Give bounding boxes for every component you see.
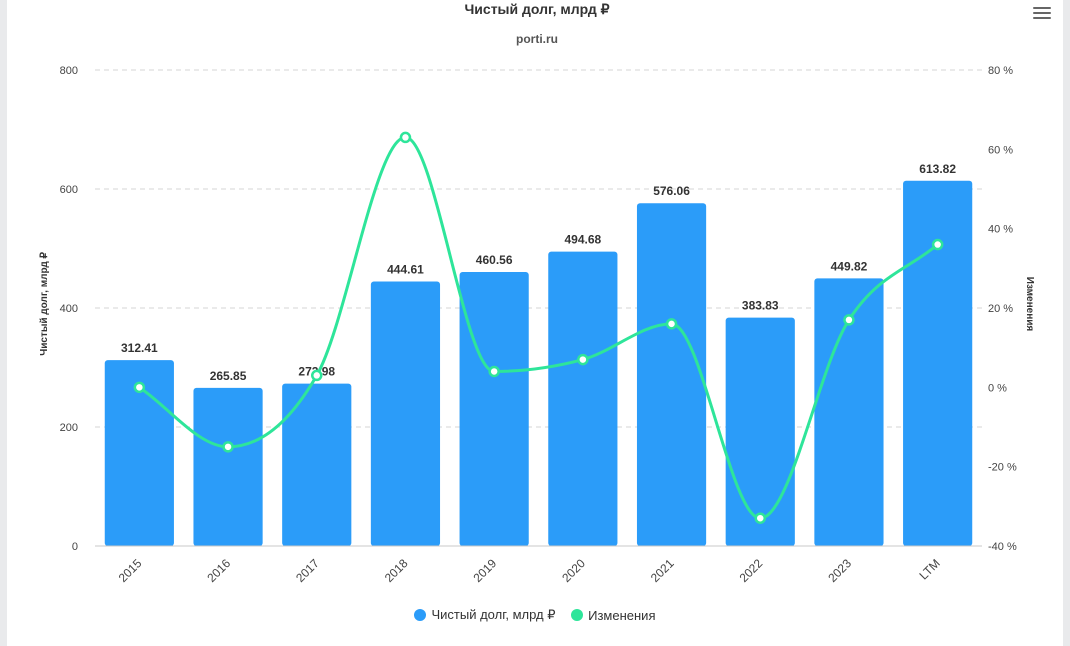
y-tick-label-left: 800	[60, 65, 78, 77]
x-tick-label: 2020	[559, 556, 588, 585]
y-tick-label-right: 20 %	[988, 303, 1013, 315]
y-tick-label-right: 0 %	[988, 382, 1007, 394]
bar	[814, 278, 884, 546]
y-tick-label-left: 600	[60, 184, 78, 196]
x-tick-label: 2017	[293, 556, 322, 585]
bar-series	[104, 180, 973, 546]
bar-value-label: 613.82	[919, 162, 956, 176]
change-point	[754, 512, 766, 524]
change-point	[577, 353, 589, 366]
x-tick-label: 2018	[382, 556, 411, 585]
bar-value-label: 576.06	[653, 184, 690, 198]
legend: Чистый долг, млрд ₽ Изменения	[0, 607, 1070, 624]
change-point	[399, 131, 412, 144]
change-line	[138, 135, 939, 520]
y-tick-label-right: 40 %	[988, 224, 1013, 236]
x-tick-label: 2021	[648, 556, 677, 585]
chart-subtitle: porti.ru	[516, 32, 558, 46]
bar-value-label: 449.82	[831, 259, 868, 273]
y-tick-label-right: 60 %	[988, 144, 1013, 156]
x-tick-label: LTM	[917, 556, 943, 582]
x-tick-label: 2015	[116, 556, 145, 585]
bar-value-label: 494.68	[564, 233, 601, 247]
bar-value-label: 383.83	[742, 299, 779, 313]
bar	[636, 203, 707, 546]
bar-data-labels: 312.41265.85272.98444.61460.56494.68576.…	[121, 162, 956, 383]
legend-dot-changes	[571, 609, 584, 621]
chart-card	[7, 0, 1063, 646]
bar	[104, 360, 174, 546]
x-tick-label: 2023	[825, 556, 854, 585]
bar-value-label: 460.56	[476, 253, 513, 267]
y-tick-label-right: -20 %	[988, 462, 1017, 474]
y-tick-label-left: 200	[60, 422, 78, 434]
legend-item-net-debt[interactable]: Чистый долг, млрд ₽	[414, 607, 556, 623]
x-tick-label: 2019	[470, 556, 499, 585]
bar-value-label: 265.85	[210, 369, 247, 383]
change-point	[311, 369, 323, 382]
bar	[725, 317, 795, 546]
bar	[548, 251, 618, 546]
y-axis-title-left: Чистый долг, млрд ₽	[39, 252, 50, 356]
bar-value-label: 312.41	[121, 341, 158, 355]
y-tick-label-right: 80 %	[988, 65, 1013, 77]
change-point	[665, 318, 678, 330]
legend-label-changes: Изменения	[588, 607, 656, 623]
x-tick-label: 2016	[204, 556, 233, 585]
chart-title: Чистый долг, млрд ₽	[464, 1, 609, 17]
legend-label-net-debt: Чистый долг, млрд ₽	[431, 607, 556, 622]
y-tick-label-right: -40 %	[988, 541, 1017, 553]
change-point	[222, 441, 234, 453]
y-tick-label-left: 400	[60, 303, 78, 315]
legend-item-changes[interactable]: Изменения	[571, 607, 656, 623]
bar-value-label: 444.61	[387, 262, 424, 276]
change-point	[488, 365, 500, 378]
x-tick-label: 2022	[737, 556, 766, 585]
legend-dot-net-debt	[414, 609, 427, 621]
bar	[903, 180, 973, 546]
bar	[282, 383, 352, 546]
bar	[370, 281, 441, 546]
change-point	[931, 238, 944, 251]
change-point	[843, 314, 855, 326]
bar	[193, 387, 263, 546]
change-point	[133, 381, 146, 394]
bar	[459, 271, 529, 546]
y-tick-label-left: 0	[72, 541, 78, 553]
hamburger-menu-icon[interactable]	[1031, 4, 1053, 22]
y-axis-title-right: Изменения	[1024, 277, 1035, 332]
line-series	[133, 131, 944, 524]
